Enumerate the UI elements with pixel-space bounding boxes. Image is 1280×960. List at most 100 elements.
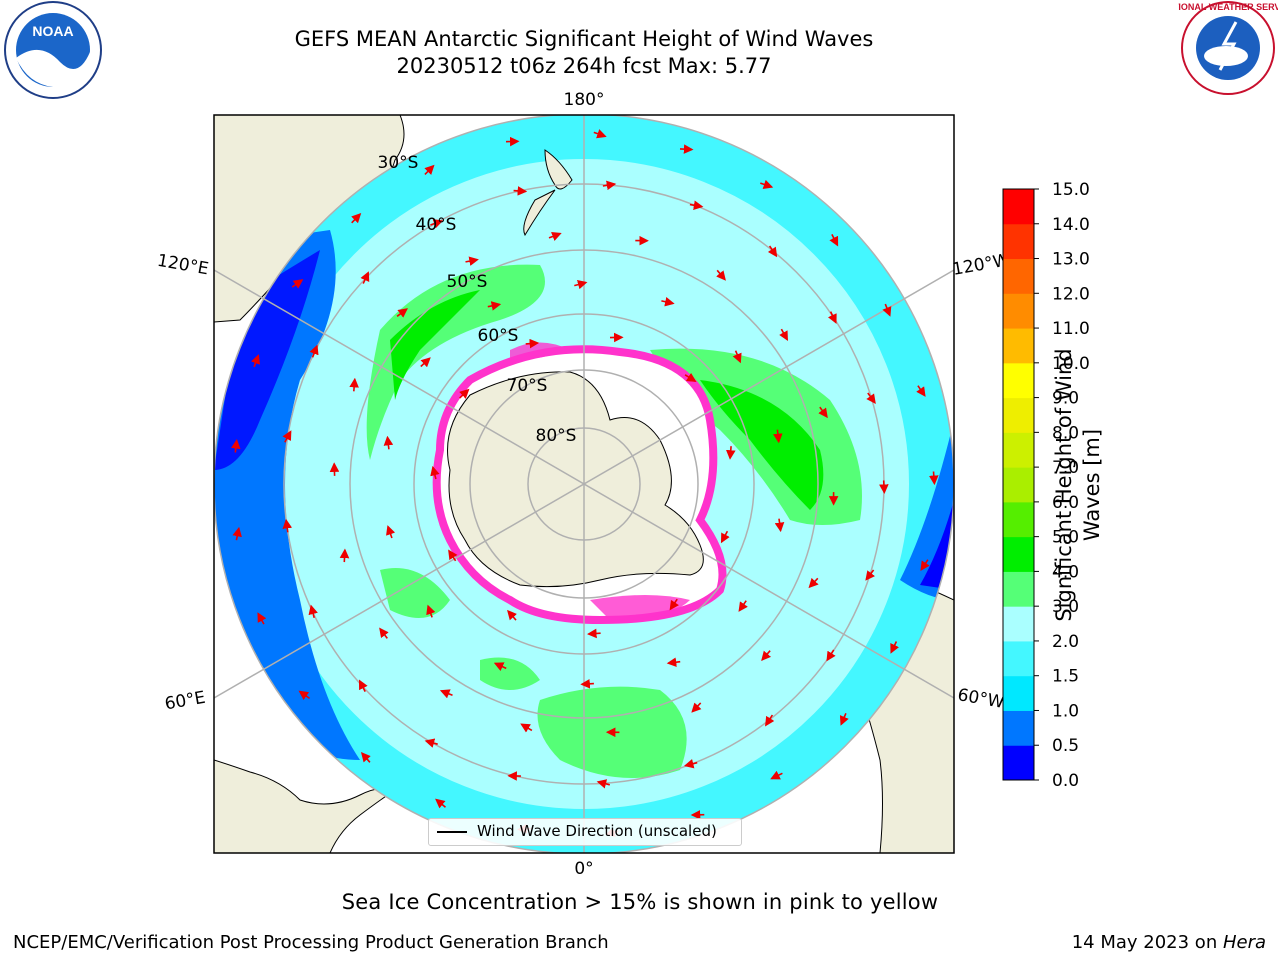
wave-direction-arrow (765, 714, 775, 727)
colorbar-segment (1003, 571, 1034, 607)
colorbar-tick-label: 15.0 (1052, 180, 1090, 200)
footer-date-text: 14 May 2023 on (1071, 932, 1223, 953)
wave-direction-arrow (770, 770, 783, 780)
wave-direction-arrow (767, 245, 778, 258)
colorbar-tick-label: 6.0 (1052, 493, 1079, 513)
lon-label-120w: 120°W (951, 250, 1012, 280)
wave-direction-arrow (308, 604, 318, 619)
wave-direction-arrow (351, 213, 362, 224)
lon-label-60e: 60°E (163, 688, 207, 715)
footer-date: 14 May 2023 on Hera (1072, 932, 1266, 953)
colorbar-tick-label: 0.5 (1052, 736, 1079, 756)
colorbar-segment (1003, 675, 1034, 711)
colorbar-title: Significant Height of Wind Waves [m] (1052, 348, 1104, 622)
wave-direction-arrow (465, 256, 479, 266)
wave-direction-arrow (282, 430, 292, 443)
wave-direction-arrow (383, 435, 394, 450)
wave-direction-arrow (379, 627, 389, 639)
lon-label-60w: 60°W (956, 685, 1006, 713)
wave-direction-arrow (829, 234, 839, 247)
colorbar-segment (1003, 189, 1034, 225)
wind-wave-arrows (230, 129, 939, 837)
wave-direction-arrow (602, 180, 617, 191)
wave-direction-arrow (661, 297, 675, 307)
lat-label-60s: 60°S (478, 326, 519, 346)
wave-direction-arrow (358, 679, 368, 692)
wave-direction-arrow (890, 641, 899, 654)
wave-direction-arrow (360, 271, 370, 284)
wave-direction-arrow (424, 164, 435, 175)
wave-direction-arrow (291, 279, 304, 289)
colorbar-segment (1003, 328, 1034, 364)
wave-direction-arrow (574, 279, 588, 290)
colorbar-segment (1003, 362, 1034, 399)
colorbar-segment (1003, 467, 1034, 503)
map-border (213, 114, 955, 854)
wave-direction-arrow (808, 577, 819, 589)
colorbar-tick-label: 0.0 (1052, 771, 1079, 791)
wave-direction-arrow (818, 406, 828, 419)
colorbar-tick-label: 13.0 (1052, 250, 1090, 270)
wave-direction-arrow (865, 569, 875, 581)
wave-direction-arrow (828, 311, 837, 324)
wave-direction-arrow (424, 738, 438, 748)
colorbar-segment (1003, 258, 1034, 294)
wave-direction-arrow (683, 759, 698, 769)
wave-direction-arrow (929, 471, 939, 486)
wave-direction-arrow (882, 303, 892, 317)
colorbar-tick-label: 3.0 (1052, 597, 1079, 617)
wave-direction-arrow (596, 779, 610, 789)
wave-direction-arrow (738, 600, 748, 612)
new-zealand-land (523, 149, 573, 237)
lat-label-70s: 70°S (507, 376, 548, 396)
colorbar-tick-label: 5.0 (1052, 528, 1079, 548)
wave-direction-arrow (339, 548, 350, 563)
wave-direction-arrow (684, 372, 697, 383)
colorbar-tick-label: 2.0 (1052, 632, 1079, 652)
wave-direction-arrow (525, 338, 540, 349)
colorbar-segment (1003, 640, 1034, 677)
wave-direction-arrow (386, 525, 396, 539)
wave-direction-arrow (230, 439, 241, 453)
africa-land (214, 759, 397, 853)
chart-subtitle: 20230512 t06z 264h fcst Max: 5.77 (396, 54, 772, 78)
wave-direction-arrow (732, 350, 742, 364)
wave-direction-arrow (309, 344, 319, 358)
wave-direction-arrow (349, 377, 359, 392)
wave-direction-arrow (396, 308, 408, 318)
wave-direction-arrow (587, 628, 601, 639)
colorbar-segment (1003, 606, 1034, 642)
colorbar-tick-label: 11.0 (1052, 319, 1090, 339)
lat-label-50s: 50°S (447, 272, 488, 292)
wave-direction-arrow (360, 751, 371, 763)
wave-direction-arrow (826, 649, 836, 662)
footer-host: Hera (1222, 932, 1266, 953)
colorbar-tick-label: 12.0 (1052, 284, 1090, 304)
wave-direction-arrow (487, 301, 502, 311)
lon-label-0: 0° (574, 859, 593, 879)
colorbar-tick-label: 8.0 (1052, 423, 1079, 443)
wave-direction-arrow (716, 269, 726, 281)
lon-label-120e: 120°E (156, 251, 210, 280)
wave-direction-arrow (774, 518, 785, 533)
wave-direction-arrow (720, 530, 730, 544)
wave-direction-arrow (257, 612, 267, 625)
lat-label-40s: 40°S (416, 215, 457, 235)
colorbar-tick-label: 14.0 (1052, 215, 1090, 235)
colorbar-segment (1003, 397, 1034, 433)
wave-direction-arrow (879, 480, 889, 494)
lat-label-80s: 80°S (536, 426, 577, 446)
wave-direction-arrow (666, 657, 681, 667)
colorbar-tick-label: 10.0 (1052, 354, 1090, 374)
colorbar-segment (1003, 501, 1034, 538)
wave-direction-arrow (593, 129, 607, 139)
nws-logo: NATIONAL WEATHER SERVICE (1178, 1, 1278, 95)
legend-label: Wind Wave Direction (unscaled) (477, 822, 717, 840)
colorbar-tick-label: 4.0 (1052, 562, 1079, 582)
wave-direction-arrow (493, 662, 507, 672)
wave-direction-arrow (298, 690, 311, 701)
wave-direction-arrow (866, 392, 876, 404)
colorbar-segment (1003, 710, 1034, 746)
map-legend: Wind Wave Direction (unscaled) (428, 818, 742, 846)
